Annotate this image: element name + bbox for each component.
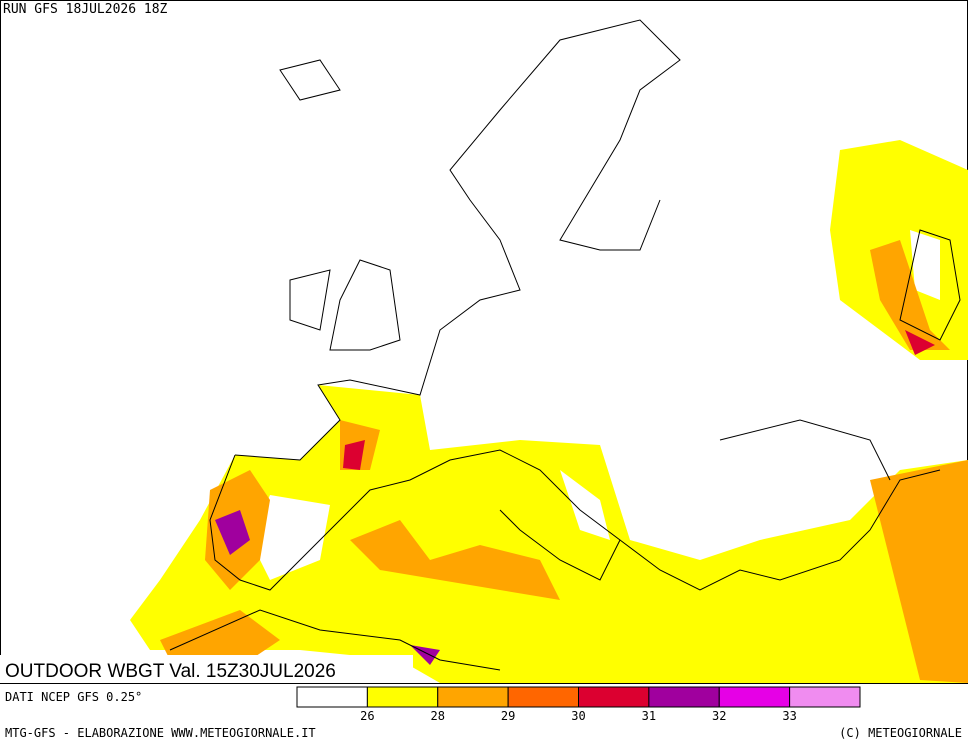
coastline [619,469,941,591]
colorbar-label: 28 [431,709,445,723]
colorbar-label: 33 [782,709,796,723]
coastline [169,609,501,671]
coastline [209,449,621,591]
field-red [905,330,935,355]
field-orange [160,610,280,660]
colorbar-label: 31 [642,709,656,723]
colorbar-label: 26 [360,709,374,723]
field-yellow [130,385,968,683]
field-title: OUTDOOR WBGT Val. 15Z30JUL2026 [5,661,336,682]
field-orange [870,240,950,350]
colorbar: 26 28 29 30 31 32 33 [296,686,861,723]
colorbar-box [296,686,368,708]
field-red [343,440,365,470]
field-orange [350,520,560,600]
field-title-box [0,655,413,683]
field-purple [410,645,440,665]
field-white [250,495,330,580]
coastline [329,259,401,351]
map: RUN GFS 18JUL2026 18Z OUTDOOR WBGT Val. … [0,0,968,684]
coastline [289,269,331,331]
coastline [719,419,891,481]
field-purple [215,510,250,555]
field-white [910,230,940,300]
coastline [279,59,341,101]
colorbar-label: 29 [501,709,515,723]
colorbar-box [718,686,791,708]
colorbar-label: 30 [571,709,585,723]
colorbar-box [507,686,579,708]
colorbar-box [648,686,720,708]
colorbar-box [789,686,861,708]
colorbar-label: 32 [712,709,726,723]
footer-right: (C) METEOGIORNALE [839,726,962,740]
footer-left: MTG-GFS - ELABORAZIONE WWW.METEOGIORNALE… [5,726,316,740]
colorbar-box [437,686,509,708]
source: DATI NCEP GFS 0.25° [5,690,142,704]
colorbar-box [578,686,650,708]
field-orange [870,460,968,683]
run-title: RUN GFS 18JUL2026 18Z [3,2,168,17]
colorbar-box [366,686,439,708]
coastline [234,19,681,461]
coastline [899,229,961,341]
field-white [560,470,610,540]
